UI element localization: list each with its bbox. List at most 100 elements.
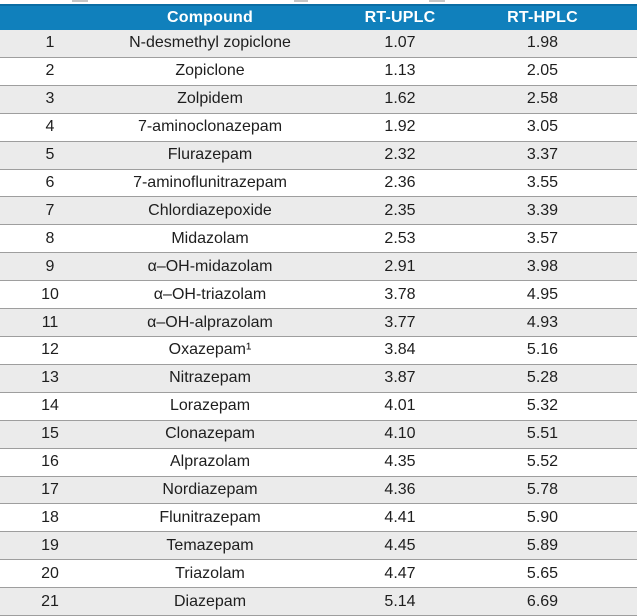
row-number: 17 bbox=[41, 480, 59, 498]
table-row: 9 α–OH-midazolam 2.91 3.98 bbox=[0, 253, 637, 282]
row-number: 6 bbox=[45, 173, 55, 191]
compound-name: Lorazepam bbox=[169, 397, 251, 415]
row-number: 21 bbox=[41, 592, 59, 610]
rt-uplc-value: 3.78 bbox=[384, 285, 416, 303]
rt-hplc-value: 5.52 bbox=[526, 453, 559, 471]
rt-uplc-value: 2.36 bbox=[384, 173, 416, 191]
row-number: 20 bbox=[41, 564, 59, 582]
table-row: 21 Diazepam 5.14 6.69 bbox=[0, 588, 637, 616]
rt-uplc-value: 1.62 bbox=[384, 90, 416, 108]
rt-uplc-value: 4.10 bbox=[384, 425, 416, 443]
rt-uplc-value: 3.87 bbox=[384, 369, 416, 387]
header-rt-hplc: RT-HPLC bbox=[507, 9, 578, 26]
compound-name: Midazolam bbox=[171, 229, 249, 247]
caption-remnant-mark bbox=[72, 0, 88, 2]
compound-name: Temazepam bbox=[166, 536, 254, 554]
compound-name: Flurazepam bbox=[167, 146, 253, 164]
header-rt-uplc: RT-UPLC bbox=[364, 9, 436, 26]
rt-hplc-value: 5.89 bbox=[526, 536, 559, 554]
compound-name: α–OH-triazolam bbox=[153, 285, 267, 303]
row-number: 10 bbox=[41, 285, 59, 303]
rt-hplc-value: 5.78 bbox=[526, 480, 559, 498]
table-row: 11 α–OH-alprazolam 3.77 4.93 bbox=[0, 309, 637, 337]
rt-hplc-value: 5.51 bbox=[526, 425, 559, 443]
table-row: 16 Alprazolam 4.35 5.52 bbox=[0, 448, 637, 477]
table-row: 7 Chlordiazepoxide 2.35 3.39 bbox=[0, 197, 637, 226]
rt-uplc-value: 3.84 bbox=[384, 341, 416, 359]
rt-hplc-value: 3.05 bbox=[526, 118, 559, 136]
compound-name: Triazolam bbox=[175, 564, 245, 582]
rt-hplc-value: 5.90 bbox=[526, 508, 559, 526]
caption-remnant-mark bbox=[429, 0, 445, 2]
table-row: 20 Triazolam 4.47 5.65 bbox=[0, 560, 637, 589]
table-row: 15 Clonazepam 4.10 5.51 bbox=[0, 420, 637, 449]
compound-name: Zolpidem bbox=[177, 90, 243, 108]
rt-uplc-value: 4.41 bbox=[384, 508, 416, 526]
compound-name: 7-aminoclonazepam bbox=[137, 118, 283, 136]
rt-hplc-value: 5.16 bbox=[526, 341, 559, 359]
compound-name: Oxazepam¹ bbox=[168, 341, 252, 359]
rt-hplc-value: 5.28 bbox=[526, 369, 559, 387]
rt-uplc-value: 1.92 bbox=[384, 118, 416, 136]
row-number: 11 bbox=[41, 313, 59, 331]
rt-uplc-value: 2.91 bbox=[384, 257, 416, 275]
table-row: 18 Flunitrazepam 4.41 5.90 bbox=[0, 504, 637, 533]
row-number: 15 bbox=[41, 425, 59, 443]
table-row: 5 Flurazepam 2.32 3.37 bbox=[0, 141, 637, 170]
rt-uplc-value: 4.36 bbox=[384, 480, 416, 498]
table-row: 17 Nordiazepam 4.36 5.78 bbox=[0, 476, 637, 505]
compound-name: Clonazepam bbox=[165, 425, 255, 443]
rt-hplc-value: 3.55 bbox=[526, 173, 559, 191]
table-row: 3 Zolpidem 1.62 2.58 bbox=[0, 85, 637, 114]
table-row: 12 Oxazepam¹ 3.84 5.16 bbox=[0, 336, 637, 365]
rt-hplc-value: 5.65 bbox=[526, 564, 559, 582]
table-body: 1 N-desmethyl zopiclone 1.07 1.98 2 Zopiclone… bbox=[0, 30, 637, 616]
rt-hplc-value: 2.05 bbox=[526, 62, 559, 80]
row-number: 19 bbox=[41, 536, 59, 554]
compound-name: Nordiazepam bbox=[162, 480, 258, 498]
rt-uplc-value: 4.01 bbox=[384, 397, 416, 415]
row-number: 3 bbox=[45, 90, 55, 108]
table-row: 2 Zopiclone 1.13 2.05 bbox=[0, 57, 637, 86]
rt-hplc-value: 1.98 bbox=[526, 34, 559, 52]
row-number: 4 bbox=[45, 118, 55, 136]
table-row: 10 α–OH-triazolam 3.78 4.95 bbox=[0, 281, 637, 310]
table-row: 14 Lorazepam 4.01 5.32 bbox=[0, 392, 637, 421]
compound-name: Alprazolam bbox=[169, 453, 251, 471]
compound-name: Nitrazepam bbox=[169, 369, 251, 387]
row-number: 8 bbox=[45, 229, 55, 247]
rt-hplc-value: 4.95 bbox=[526, 285, 559, 303]
compound-name: Diazepam bbox=[173, 592, 247, 610]
row-number: 7 bbox=[45, 201, 55, 219]
rt-uplc-value: 4.47 bbox=[384, 564, 416, 582]
rt-hplc-value: 4.93 bbox=[526, 313, 559, 331]
rt-uplc-value: 5.14 bbox=[384, 592, 416, 610]
rt-hplc-value: 6.69 bbox=[526, 592, 559, 610]
rt-hplc-value: 3.37 bbox=[526, 146, 559, 164]
compound-name: N-desmethyl zopiclone bbox=[129, 34, 291, 52]
row-number: 12 bbox=[41, 341, 59, 359]
caption-remnant-mark bbox=[294, 0, 308, 2]
table-row: 13 Nitrazepam 3.87 5.28 bbox=[0, 364, 637, 393]
row-number: 2 bbox=[45, 62, 55, 80]
table-header-row: Compound RT-UPLC RT-HPLC bbox=[0, 4, 637, 30]
compound-name: Flunitrazepam bbox=[159, 508, 261, 526]
rt-uplc-value: 4.45 bbox=[384, 536, 416, 554]
cropped-caption-remnant bbox=[0, 0, 637, 4]
rt-uplc-value: 1.07 bbox=[384, 34, 416, 52]
row-number: 16 bbox=[41, 453, 59, 471]
rt-hplc-value: 5.32 bbox=[526, 397, 559, 415]
row-number: 9 bbox=[45, 257, 55, 275]
rt-hplc-value: 2.58 bbox=[526, 90, 559, 108]
row-number: 18 bbox=[41, 508, 59, 526]
rt-uplc-value: 4.35 bbox=[384, 453, 416, 471]
compound-name: α–OH-midazolam bbox=[147, 257, 273, 275]
rt-uplc-value: 2.35 bbox=[384, 201, 416, 219]
rt-hplc-value: 3.98 bbox=[526, 257, 559, 275]
compound-name: Zopiclone bbox=[175, 62, 245, 80]
table-row: 6 7-aminoflunitrazepam 2.36 3.55 bbox=[0, 169, 637, 198]
rt-hplc-value: 3.57 bbox=[526, 229, 559, 247]
rt-uplc-value: 2.32 bbox=[384, 146, 416, 164]
compound-name: 7-aminoflunitrazepam bbox=[133, 173, 287, 191]
